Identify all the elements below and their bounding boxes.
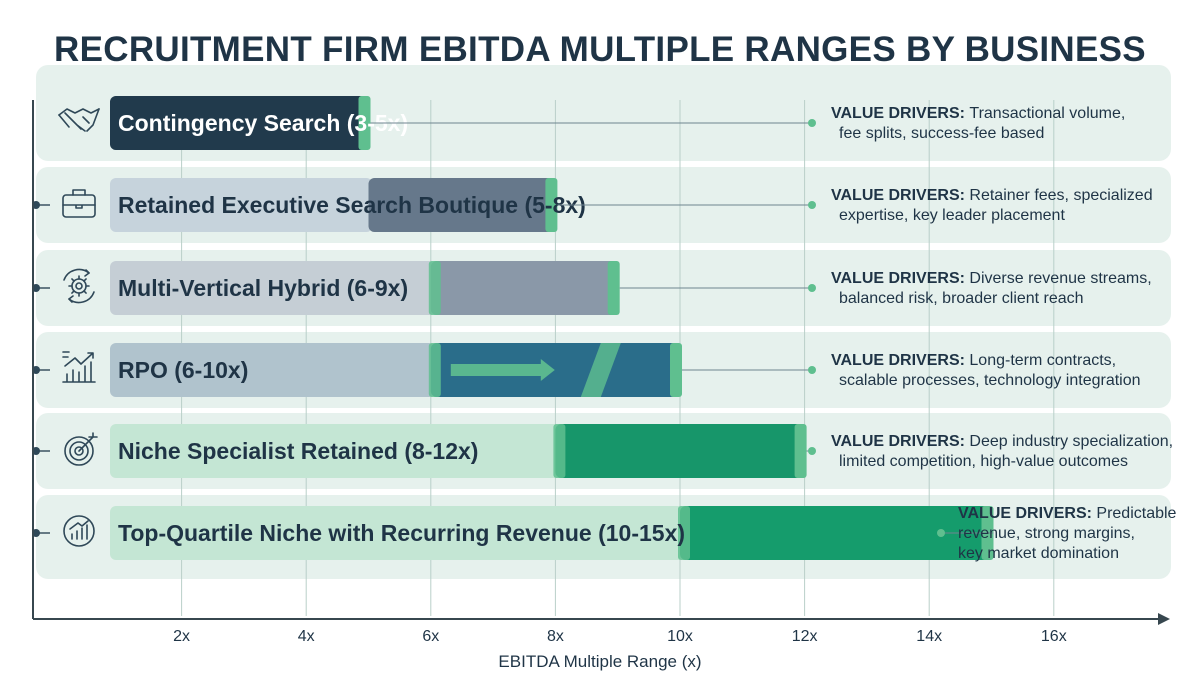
bar-label: Retained Executive Search Boutique (5-8x… [118, 192, 586, 218]
growth-chart-icon [62, 351, 96, 383]
value-drivers-text: limited competition, high-value outcomes [839, 453, 1128, 470]
category-row: Contingency Search (3-5x) VALUE DRIVERS: … [58, 96, 1125, 150]
value-drivers-text: VALUE DRIVERS: Predictable [958, 505, 1177, 522]
bar-label: Contingency Search (3-5x) [118, 110, 408, 136]
value-drivers-detail: Long-term contracts, [969, 352, 1116, 369]
value-drivers-text: key market domination [958, 545, 1119, 562]
range-bar-start-cap [428, 261, 441, 315]
bar-label: Niche Specialist Retained (8-12x) [118, 438, 478, 464]
handshake-icon [58, 108, 100, 132]
range-bar-pad [110, 261, 435, 315]
category-row: Multi-Vertical Hybrid (6-9x) VALUE DRIVER… [32, 261, 1152, 315]
value-drivers-detail: Predictable [1096, 505, 1176, 522]
driver-dot [808, 284, 816, 292]
value-drivers-text: VALUE DRIVERS: Transactional volume, [831, 105, 1125, 122]
driver-dot [808, 119, 816, 127]
target-icon [64, 432, 98, 466]
x-tick-label: 10x [667, 628, 693, 645]
driver-dot [808, 447, 816, 455]
range-bar [430, 261, 618, 315]
briefcase-icon [62, 189, 96, 218]
value-drivers-text: fee splits, success-fee based [839, 125, 1044, 142]
x-tick-label: 14x [916, 628, 942, 645]
value-drivers-detail: Retainer fees, specialized [969, 187, 1152, 204]
bar-label: Top-Quartile Niche with Recurring Revenu… [118, 520, 685, 546]
value-drivers-heading: VALUE DRIVERS: [831, 352, 969, 369]
range-bar [368, 178, 556, 232]
rpo-arrow [450, 359, 555, 381]
value-drivers-detail: Transactional volume, [969, 105, 1125, 122]
value-drivers-heading: VALUE DRIVERS: [958, 505, 1096, 522]
range-bar-start-cap [428, 343, 441, 397]
driver-dot [808, 201, 816, 209]
x-tick-label: 8x [547, 628, 564, 645]
recurring-chart-icon [63, 515, 95, 547]
x-axis-title: EBITDA Multiple Range (x) [498, 652, 701, 671]
range-bar [430, 343, 680, 397]
range-bar-pad [110, 178, 373, 232]
value-drivers-heading: VALUE DRIVERS: [831, 433, 969, 450]
value-drivers-heading: VALUE DRIVERS: [831, 105, 969, 122]
driver-dot [937, 529, 945, 537]
range-bar-start-cap [553, 424, 566, 478]
value-drivers-detail: Deep industry specialization, [969, 433, 1173, 450]
value-drivers-text: VALUE DRIVERS: Diverse revenue streams, [831, 270, 1152, 287]
gear-cycle-icon [63, 268, 95, 304]
category-row: Retained Executive Search Boutique (5-8x… [32, 178, 1153, 232]
value-drivers-heading: VALUE DRIVERS: [831, 270, 969, 287]
rpo-stripe [580, 343, 621, 397]
category-row: RPO (6-10x) VALUE DRIVERS: Long-term cont… [32, 343, 1141, 397]
value-drivers-text: VALUE DRIVERS: Long-term contracts, [831, 352, 1116, 369]
value-drivers-text: VALUE DRIVERS: Retainer fees, specialize… [831, 187, 1153, 204]
range-bar-cap [794, 424, 807, 478]
value-drivers-text: VALUE DRIVERS: Deep industry specializat… [831, 433, 1173, 450]
bar-label: RPO (6-10x) [118, 357, 248, 383]
range-bar-cap [358, 96, 371, 150]
range-bar-cap [670, 343, 682, 397]
value-drivers-text: revenue, strong margins, [958, 525, 1135, 542]
range-bar-cap [607, 261, 620, 315]
x-tick-label: 16x [1041, 628, 1067, 645]
value-drivers-text: expertise, key leader placement [839, 207, 1065, 224]
range-bar-pad [110, 506, 684, 560]
category-row: Niche Specialist Retained (8-12x) VALUE D… [32, 424, 1173, 478]
bar-label: Multi-Vertical Hybrid (6-9x) [118, 275, 408, 301]
driver-dot [808, 366, 816, 374]
range-bar-pad [110, 343, 435, 397]
range-bar [110, 96, 369, 150]
category-row: Top-Quartile Niche with Recurring Revenu… [32, 505, 1177, 562]
x-tick-label: 2x [173, 628, 190, 645]
range-bar-cap [545, 178, 558, 232]
x-tick-label: 12x [792, 628, 818, 645]
range-bar-pad [110, 424, 560, 478]
value-drivers-text: scalable processes, technology integrati… [839, 372, 1141, 389]
x-axis-arrow [1158, 613, 1170, 625]
rows: Contingency Search (3-5x) VALUE DRIVERS: … [32, 96, 1177, 562]
value-drivers-text: balanced risk, broader client reach [839, 290, 1084, 307]
value-drivers-detail: Diverse revenue streams, [969, 270, 1151, 287]
range-bar [680, 506, 992, 560]
x-tick-label: 6x [422, 628, 439, 645]
value-drivers-heading: VALUE DRIVERS: [831, 187, 969, 204]
x-tick-label: 4x [298, 628, 315, 645]
range-bar [555, 424, 805, 478]
range-bar-start-cap [678, 506, 690, 560]
